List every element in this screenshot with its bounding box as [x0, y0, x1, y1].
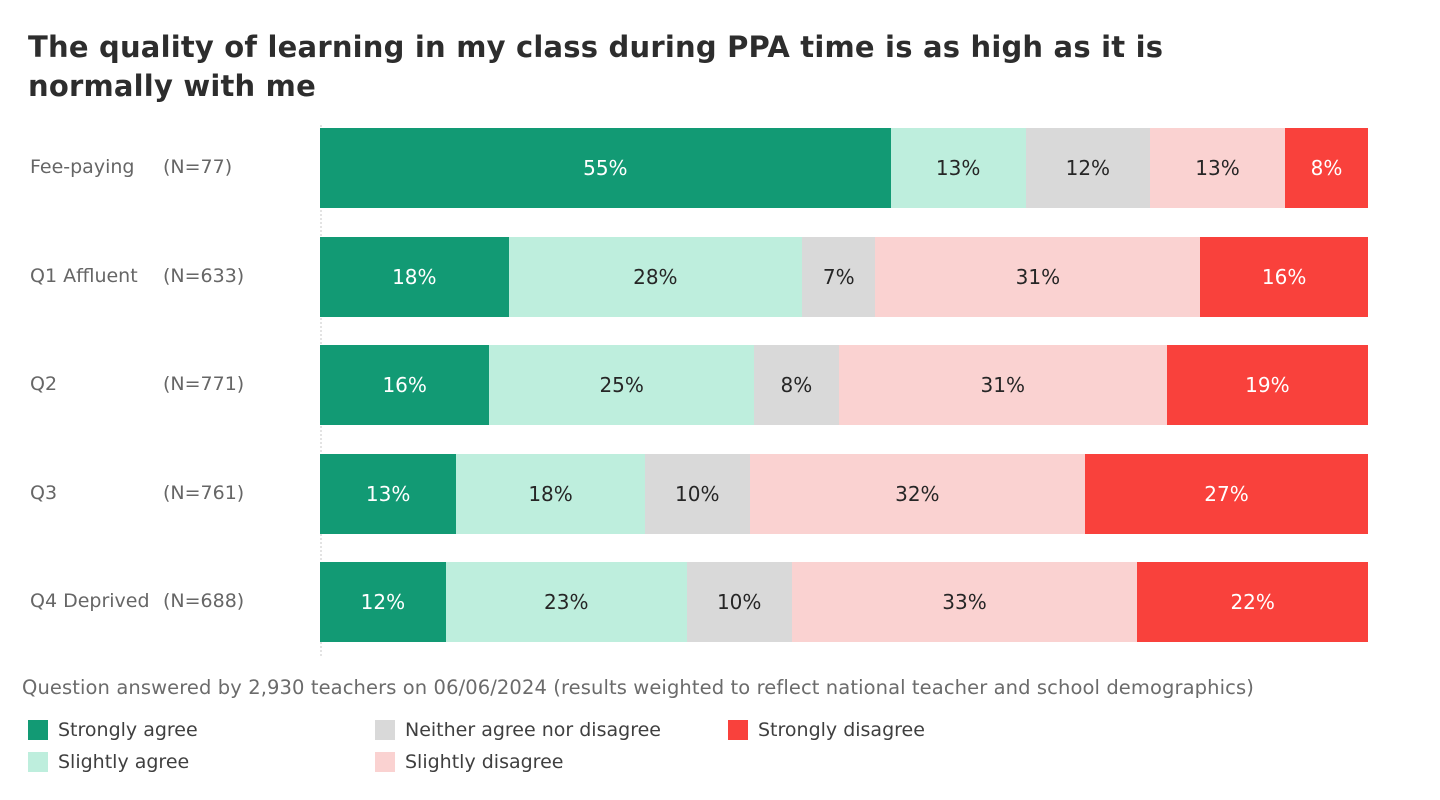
- bar-segment: 10%: [686, 562, 792, 642]
- segment-value: 25%: [599, 373, 644, 397]
- chart-row: Q3 (N=761) 13% 18% 10% 32% 27%: [0, 453, 1440, 534]
- legend-label: Slightly disagree: [405, 751, 564, 773]
- segment-value: 13%: [1195, 156, 1240, 180]
- legend-label: Strongly agree: [58, 719, 198, 741]
- bar-segment: 27%: [1085, 453, 1368, 534]
- bar-segment: 22%: [1137, 562, 1368, 642]
- row-label: Q4 Deprived (N=688): [0, 587, 320, 616]
- bar-segment: 25%: [489, 345, 754, 425]
- bar-segment: 13%: [890, 128, 1026, 208]
- bar-segment: 7%: [802, 236, 876, 317]
- legend-swatch-icon: [728, 720, 748, 740]
- segment-value: 8%: [780, 373, 813, 397]
- legend-item: Neither agree nor disagree: [375, 719, 728, 741]
- segment-value: 12%: [360, 590, 406, 614]
- sample-size: (N=771): [163, 373, 245, 396]
- legend-label: Neither agree nor disagree: [405, 719, 661, 741]
- legend-column: Neither agree nor disagree Slightly disag…: [375, 719, 728, 783]
- bar-segment: 10%: [644, 453, 750, 534]
- segment-value: 16%: [1261, 264, 1307, 289]
- bar-segment: 16%: [1200, 236, 1368, 317]
- bar-segment: 12%: [1025, 128, 1151, 208]
- bar-segment: 16%: [320, 345, 490, 425]
- chart-row: Q1 Affluent (N=633) 18% 28% 7% 31% 16%: [0, 236, 1440, 317]
- row-label: Q2 (N=771): [0, 370, 320, 399]
- segment-value: 32%: [895, 481, 940, 506]
- legend-item: Slightly agree: [28, 751, 375, 773]
- stacked-bar: 12% 23% 10% 33% 22%: [320, 562, 1368, 642]
- chart-row: Fee-paying (N=77) 55% 13% 12% 13% 8%: [0, 128, 1440, 208]
- legend-swatch-icon: [28, 752, 48, 772]
- legend-column: Strongly disagree: [728, 719, 925, 751]
- bar-segment: 31%: [838, 345, 1167, 425]
- sample-size: (N=633): [163, 264, 245, 287]
- stacked-bar: 18% 28% 7% 31% 16%: [320, 236, 1368, 317]
- bar-segment: 8%: [754, 345, 839, 425]
- segment-value: 12%: [1065, 156, 1111, 180]
- segment-value: 18%: [528, 481, 573, 506]
- segment-value: 8%: [1310, 156, 1343, 180]
- stacked-bar: 55% 13% 12% 13% 8%: [320, 128, 1368, 208]
- bar-segment: 32%: [749, 453, 1086, 534]
- segment-value: 33%: [942, 590, 987, 614]
- bar-segment: 19%: [1166, 345, 1368, 425]
- bar-segment: 18%: [456, 453, 645, 534]
- bar-segment: 33%: [791, 562, 1138, 642]
- segment-value: 10%: [716, 590, 762, 614]
- legend: Strongly agree Slightly agree Neither agre…: [28, 719, 925, 783]
- segment-value: 19%: [1245, 373, 1290, 397]
- segment-value: 18%: [392, 264, 437, 289]
- legend-column: Strongly agree Slightly agree: [28, 719, 375, 783]
- bar-segment: 18%: [320, 236, 509, 317]
- stacked-bar: 13% 18% 10% 32% 27%: [320, 453, 1368, 534]
- bar-segment: 31%: [875, 236, 1201, 317]
- bar-segment: 13%: [320, 453, 457, 534]
- legend-swatch-icon: [375, 720, 395, 740]
- bar-segment: 8%: [1284, 128, 1368, 208]
- sample-size: (N=77): [163, 156, 233, 179]
- category-label: Q1 Affluent: [30, 264, 138, 287]
- segment-value: 13%: [365, 481, 411, 506]
- bar-segment: 55%: [320, 128, 891, 208]
- segment-value: 23%: [544, 590, 589, 614]
- chart-area: Fee-paying (N=77) 55% 13% 12% 13% 8% Q1 Affluen…: [0, 125, 1440, 656]
- bar-segment: 28%: [508, 236, 803, 317]
- segment-value: 16%: [382, 373, 427, 397]
- legend-swatch-icon: [375, 752, 395, 772]
- chart-row: Q4 Deprived (N=688) 12% 23% 10% 33% 22%: [0, 562, 1440, 642]
- legend-label: Slightly agree: [58, 751, 190, 773]
- segment-value: 22%: [1230, 590, 1275, 614]
- segment-value: 55%: [583, 156, 628, 180]
- row-label: Q1 Affluent (N=633): [0, 262, 320, 291]
- category-label: Q2: [30, 373, 58, 396]
- stacked-bar: 16% 25% 8% 31% 19%: [320, 345, 1368, 425]
- sample-size: (N=688): [163, 590, 245, 613]
- chart-title: The quality of learning in my class duri…: [28, 30, 1164, 103]
- category-label: Q4 Deprived: [30, 590, 150, 613]
- segment-value: 13%: [935, 156, 981, 180]
- category-label: Q3: [30, 481, 58, 504]
- footnote: Question answered by 2,930 teachers on 0…: [22, 676, 1254, 699]
- sample-size: (N=761): [163, 481, 245, 504]
- legend-item: Strongly agree: [28, 719, 375, 741]
- row-label: Fee-paying (N=77): [0, 153, 320, 182]
- legend-label: Strongly disagree: [758, 719, 925, 741]
- bar-segment: 23%: [445, 562, 687, 642]
- chart-row: Q2 (N=771) 16% 25% 8% 31% 19%: [0, 345, 1440, 425]
- bar-segment: 13%: [1150, 128, 1285, 208]
- segment-value: 31%: [980, 373, 1025, 397]
- category-label: Fee-paying: [30, 156, 135, 179]
- legend-item: Strongly disagree: [728, 719, 925, 741]
- segment-value: 27%: [1204, 481, 1249, 506]
- segment-value: 28%: [633, 264, 678, 289]
- row-label: Q3 (N=761): [0, 479, 320, 508]
- bar-rows: Fee-paying (N=77) 55% 13% 12% 13% 8% Q1 Affluen…: [0, 128, 1440, 642]
- segment-value: 31%: [1015, 264, 1061, 289]
- legend-item: Slightly disagree: [375, 751, 728, 773]
- bar-segment: 12%: [320, 562, 446, 642]
- segment-value: 7%: [822, 264, 855, 289]
- legend-swatch-icon: [28, 720, 48, 740]
- segment-value: 10%: [675, 481, 720, 506]
